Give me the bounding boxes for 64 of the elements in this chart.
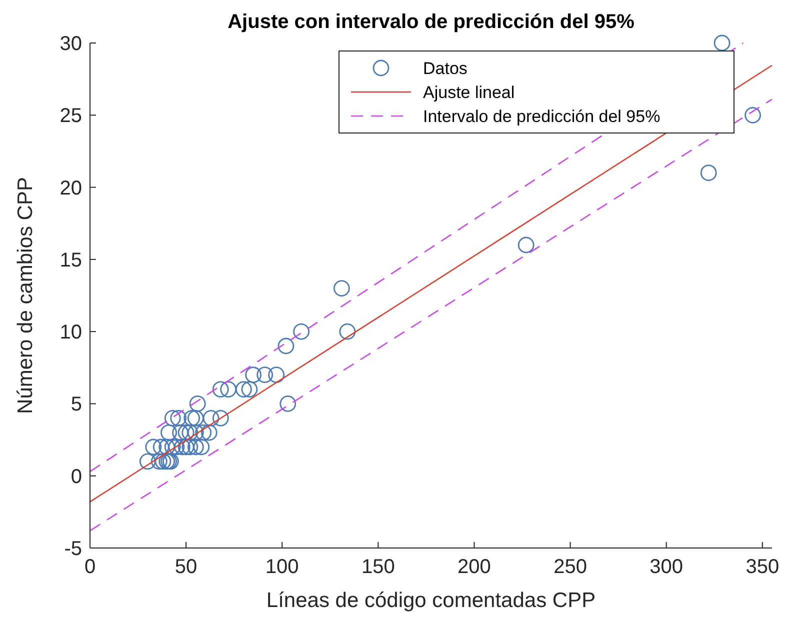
point: [202, 410, 220, 426]
y-tick-label: 15: [60, 249, 82, 272]
point: [152, 438, 170, 456]
y-tick-label: 0: [70, 466, 82, 488]
x-tick-label: 350: [746, 556, 780, 578]
point: [235, 381, 252, 398]
x-tick-label: 100: [265, 556, 299, 578]
point: [700, 164, 717, 182]
legend-label: Ajuste lineal: [423, 82, 515, 102]
point: [174, 438, 190, 456]
legend-label: Intervalo de predicción del 95%: [423, 106, 660, 126]
point: [187, 410, 204, 426]
point: [170, 410, 187, 426]
point: [333, 280, 350, 296]
point: [245, 366, 262, 384]
x-tick-label: 0: [84, 556, 96, 578]
point: [518, 236, 534, 254]
point: [280, 396, 296, 412]
point: [182, 438, 198, 456]
point: [268, 366, 285, 384]
point: [714, 34, 730, 52]
point: [187, 438, 204, 456]
x-axis-title: Líneas de código comentadas CPP: [266, 589, 596, 612]
point: [241, 381, 258, 398]
point: [339, 323, 356, 340]
point: [200, 424, 218, 441]
x-tick-label: 50: [174, 556, 198, 578]
point: [139, 453, 156, 470]
point: [150, 453, 168, 470]
point: [184, 410, 200, 426]
chart-title: Ajuste con intervalo de predicción del 95%: [228, 11, 635, 33]
y-tick-label: 20: [60, 177, 82, 200]
point: [744, 106, 761, 124]
point: [168, 438, 185, 456]
y-tick-label: 5: [70, 394, 82, 416]
x-tick-label: 300: [650, 556, 684, 578]
point: [293, 323, 310, 340]
point: [220, 381, 237, 398]
point: [160, 424, 177, 441]
point: [178, 424, 194, 441]
y-tick-label: -5: [64, 538, 82, 560]
point: [178, 438, 194, 456]
y-tick-label: 25: [60, 105, 82, 128]
point: [193, 438, 210, 456]
point: [164, 410, 181, 426]
legend-label: Datos: [423, 58, 468, 78]
point: [189, 396, 206, 412]
point: [145, 438, 162, 456]
point: [212, 381, 229, 398]
x-tick-label: 200: [458, 556, 491, 578]
x-tick-label: 150: [361, 556, 395, 578]
point: [195, 424, 212, 441]
point: [164, 438, 181, 456]
x-tick-label: 250: [554, 556, 587, 578]
y-tick-label: 30: [60, 33, 82, 55]
point: [172, 424, 188, 441]
point: [182, 424, 198, 441]
y-tick-label: 10: [60, 322, 82, 344]
point: [212, 410, 229, 426]
point: [154, 453, 172, 470]
point: [158, 438, 176, 456]
point: [278, 338, 294, 354]
y-axis-title: Número de cambios CPP: [14, 177, 37, 414]
point: [256, 366, 274, 384]
